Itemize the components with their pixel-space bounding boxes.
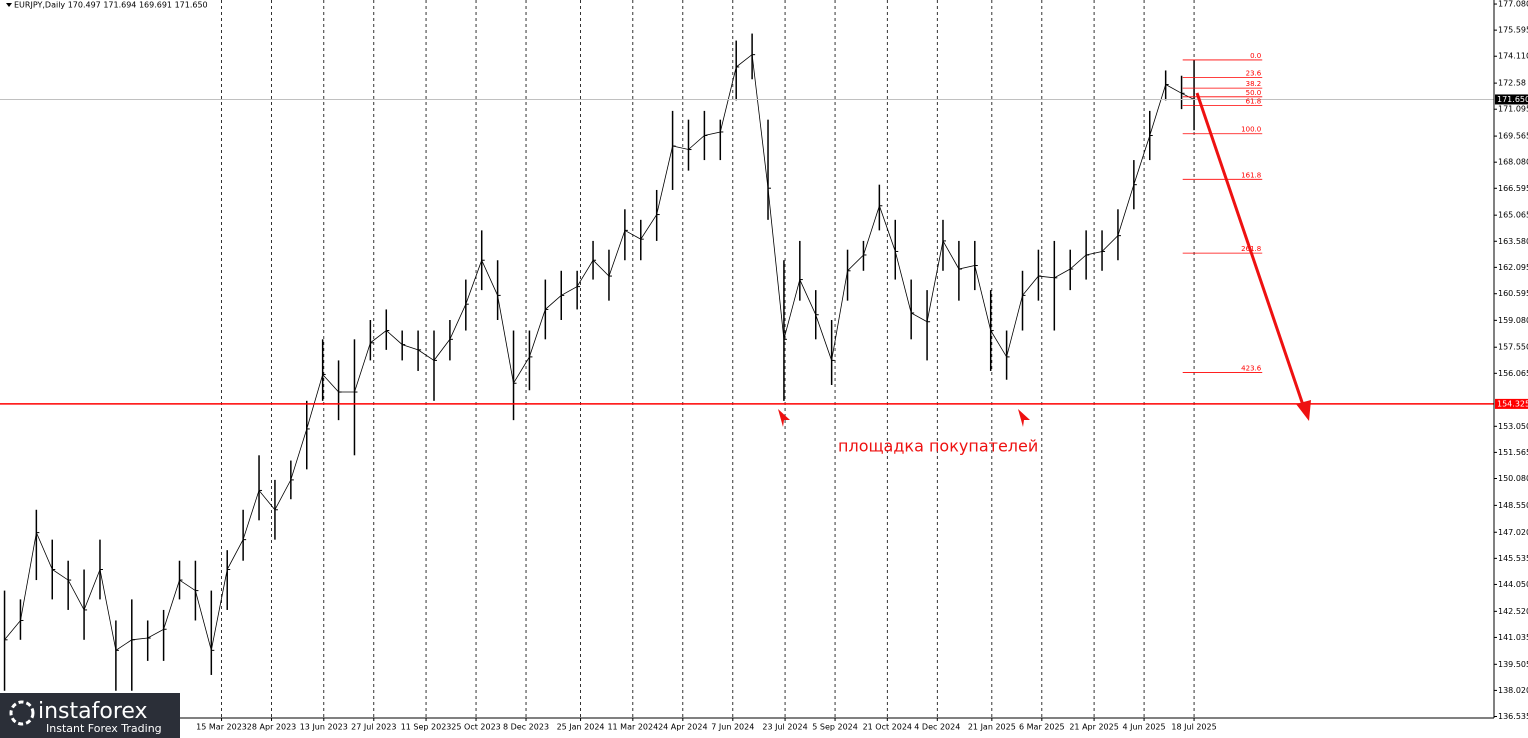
forecast-arrowhead <box>1296 400 1311 421</box>
close-line <box>4 53 1195 651</box>
annotation: площадка покупателей <box>838 437 1038 456</box>
fib-label: 61.8 <box>1246 98 1262 106</box>
x-tick-label: 8 Dec 2023 <box>503 723 549 732</box>
x-tick-label: 18 Jul 2025 <box>1171 723 1216 732</box>
axes: 177.080 175.595 174.110 172.58 171.095 169.56… <box>196 0 1528 732</box>
y-tick-label: 153.050 <box>1498 422 1528 431</box>
cursor-marker <box>1018 409 1030 427</box>
y-tick-label: 151.565 <box>1498 448 1528 457</box>
x-tick-label: 23 Jul 2024 <box>762 723 807 732</box>
fib-label: 161.8 <box>1241 171 1261 179</box>
x-tick-label: 6 Mar 2025 <box>1019 723 1065 732</box>
support-label: 154.325 <box>1497 399 1528 408</box>
y-tick-label: 175.595 <box>1498 26 1528 35</box>
x-tick-label: 11 Sep 2023 <box>401 723 452 732</box>
x-tick-label: 21 Oct 2024 <box>863 723 912 732</box>
y-tick-label: 145.535 <box>1498 554 1528 563</box>
x-tick-label: 15 Mar 2023 <box>196 723 247 732</box>
x-tick-label: 13 Jun 2023 <box>300 723 348 732</box>
y-tick-label: 171.095 <box>1498 105 1528 114</box>
y-tick-label: 159.080 <box>1498 316 1528 325</box>
current-price-box <box>1495 94 1528 105</box>
y-tick-label: 136.535 <box>1498 712 1528 721</box>
fib-label: 423.6 <box>1241 365 1262 373</box>
x-tick-label: 11 Mar 2024 <box>607 723 658 732</box>
x-tick-label: 21 Jan 2025 <box>968 723 1016 732</box>
forecast-arrow <box>1195 92 1306 409</box>
y-tick-label: 162.095 <box>1498 263 1528 272</box>
y-tick-label: 144.050 <box>1498 580 1528 589</box>
cursor-marker <box>778 409 790 427</box>
y-tick-label: 138.020 <box>1498 686 1528 695</box>
menu-icon <box>6 3 12 7</box>
watermark-box <box>0 693 180 738</box>
fib-label: 38.2 <box>1246 80 1262 88</box>
y-tick-label: 163.580 <box>1498 237 1528 246</box>
y-tick-label: 165.065 <box>1498 211 1528 220</box>
bars <box>3 33 1198 691</box>
y-tick-label: 157.550 <box>1498 343 1528 352</box>
fib-label: 50.0 <box>1246 89 1262 97</box>
y-tick-label: 141.035 <box>1498 633 1528 642</box>
watermark-logo <box>9 700 35 726</box>
chart-title: EURJPY,Daily 170.497 171.694 169.691 171… <box>14 1 208 10</box>
watermark-tagline: Instant Forex Trading <box>46 722 162 735</box>
current-price-label: 171.650 <box>1497 95 1528 104</box>
y-tick-label: 150.080 <box>1498 474 1528 483</box>
y-tick-label: 168.080 <box>1498 158 1528 167</box>
y-tick-label: 139.505 <box>1498 660 1528 669</box>
y-tick-label: 156.065 <box>1498 369 1528 378</box>
support-box <box>1495 398 1528 409</box>
y-tick-label: 160.595 <box>1498 289 1528 298</box>
y-tick-label: 142.520 <box>1498 607 1528 616</box>
y-tick-label: 166.595 <box>1498 184 1528 193</box>
watermark: instaforex Instant Forex Trading <box>0 693 180 738</box>
y-tick-label: 148.550 <box>1498 501 1528 510</box>
x-tick-label: 28 Apr 2023 <box>247 723 296 732</box>
x-tick-label: 27 Jul 2023 <box>351 723 396 732</box>
y-tick-label: 147.020 <box>1498 528 1528 537</box>
y-tick-label: 177.080 <box>1498 0 1528 9</box>
x-tick-label: 24 Apr 2024 <box>658 723 707 732</box>
y-tick-label: 172.58 <box>1498 79 1526 88</box>
x-tick-label: 4 Jun 2025 <box>1123 723 1166 732</box>
x-tick-label: 21 Apr 2025 <box>1069 723 1118 732</box>
x-tick-label: 25 Jan 2024 <box>557 723 605 732</box>
fib-label: 23.6 <box>1246 69 1262 77</box>
x-tick-label: 25 Oct 2023 <box>451 723 500 732</box>
x-tick-label: 7 Jun 2024 <box>711 723 754 732</box>
fib-label: 0.0 <box>1250 52 1261 60</box>
y-tick-label: 169.565 <box>1498 132 1528 141</box>
x-tick-label: 5 Sep 2024 <box>812 723 858 732</box>
x-tick-label: 4 Dec 2024 <box>914 723 960 732</box>
fib-label: 100.0 <box>1241 126 1261 134</box>
watermark-name: instaforex <box>38 699 148 724</box>
y-tick-label: 174.110 <box>1498 52 1528 61</box>
